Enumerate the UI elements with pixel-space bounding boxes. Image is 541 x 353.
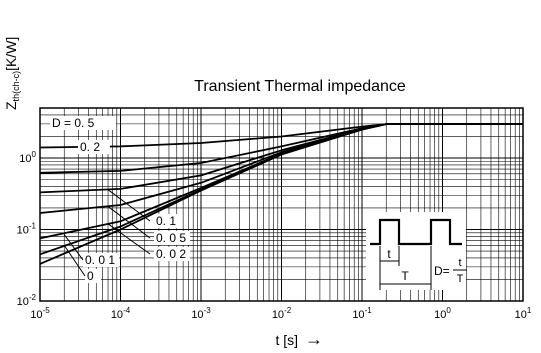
series-label: 0. 0 5 — [156, 231, 186, 245]
series-label: 0. 2 — [80, 140, 100, 154]
y-tick-label: 10-2 — [17, 293, 37, 308]
leader-line — [107, 189, 151, 222]
series-label-background — [83, 253, 119, 267]
leader-line — [107, 223, 151, 255]
leader-line — [63, 245, 86, 277]
y-tick-label: 100 — [19, 150, 36, 165]
series-group — [39, 123, 523, 265]
series-label: 0. 0 1 — [85, 253, 115, 267]
series-label: 0 — [87, 269, 94, 283]
label-t: t — [387, 247, 391, 261]
pulse-waveform — [370, 218, 462, 246]
x-axis-label: t [s] — [275, 332, 298, 348]
series-label-background — [154, 231, 190, 245]
series-label-background — [78, 140, 110, 154]
y-axis-label-unit: [K/W] — [3, 37, 19, 71]
x-tick-labels: 10-5 10-4 10-3 10-2 10-1 100 101 — [30, 306, 532, 321]
series-line-6 — [39, 123, 523, 265]
y-axis-label: Zth(ch-c)[K/W] — [3, 37, 21, 110]
x-tick-label: 10-4 — [111, 306, 131, 321]
x-tick-label: 10-5 — [30, 306, 50, 321]
series-label: D = 0. 5 — [52, 116, 95, 130]
x-tick-label: 101 — [515, 306, 532, 321]
series-label: 0. 1 — [156, 214, 176, 228]
pulse-inset: t T D= t T — [366, 212, 467, 290]
series-label-background — [154, 247, 190, 261]
series-label-background — [85, 269, 101, 283]
duty-formula-lhs: D= — [434, 264, 450, 278]
x-tick-label: 10-3 — [191, 306, 211, 321]
series-label: 0. 0 2 — [156, 247, 186, 261]
x-tick-label: 10-1 — [352, 306, 372, 321]
y-axis-label-symbol: Z — [3, 101, 19, 110]
duty-formula-numerator: t — [458, 257, 461, 269]
y-tick-label: 10-1 — [17, 221, 37, 236]
x-tick-label: 10-2 — [272, 306, 292, 321]
series-label-background — [154, 214, 182, 228]
svg-text:Zth(ch-c)[K/W]: Zth(ch-c)[K/W] — [3, 37, 21, 110]
y-axis-label-subscript: th(ch-c) — [11, 71, 21, 102]
plot-frame — [39, 107, 524, 302]
series-labels: D = 0. 5 0. 2 0. 1 0. 0 5 0. 0 2 0. 0 1 0 — [50, 116, 190, 283]
label-T: T — [401, 269, 409, 283]
x-axis-arrow: → — [305, 329, 323, 349]
chart-title: Transient Thermal impedance — [194, 78, 406, 95]
series-label-background — [50, 116, 116, 130]
leader-line — [63, 234, 84, 261]
y-tick-labels: 10-2 10-1 100 — [17, 150, 37, 308]
x-tick-label: 100 — [434, 306, 451, 321]
duty-formula-denominator: T — [457, 273, 464, 285]
leader-line — [107, 206, 151, 239]
